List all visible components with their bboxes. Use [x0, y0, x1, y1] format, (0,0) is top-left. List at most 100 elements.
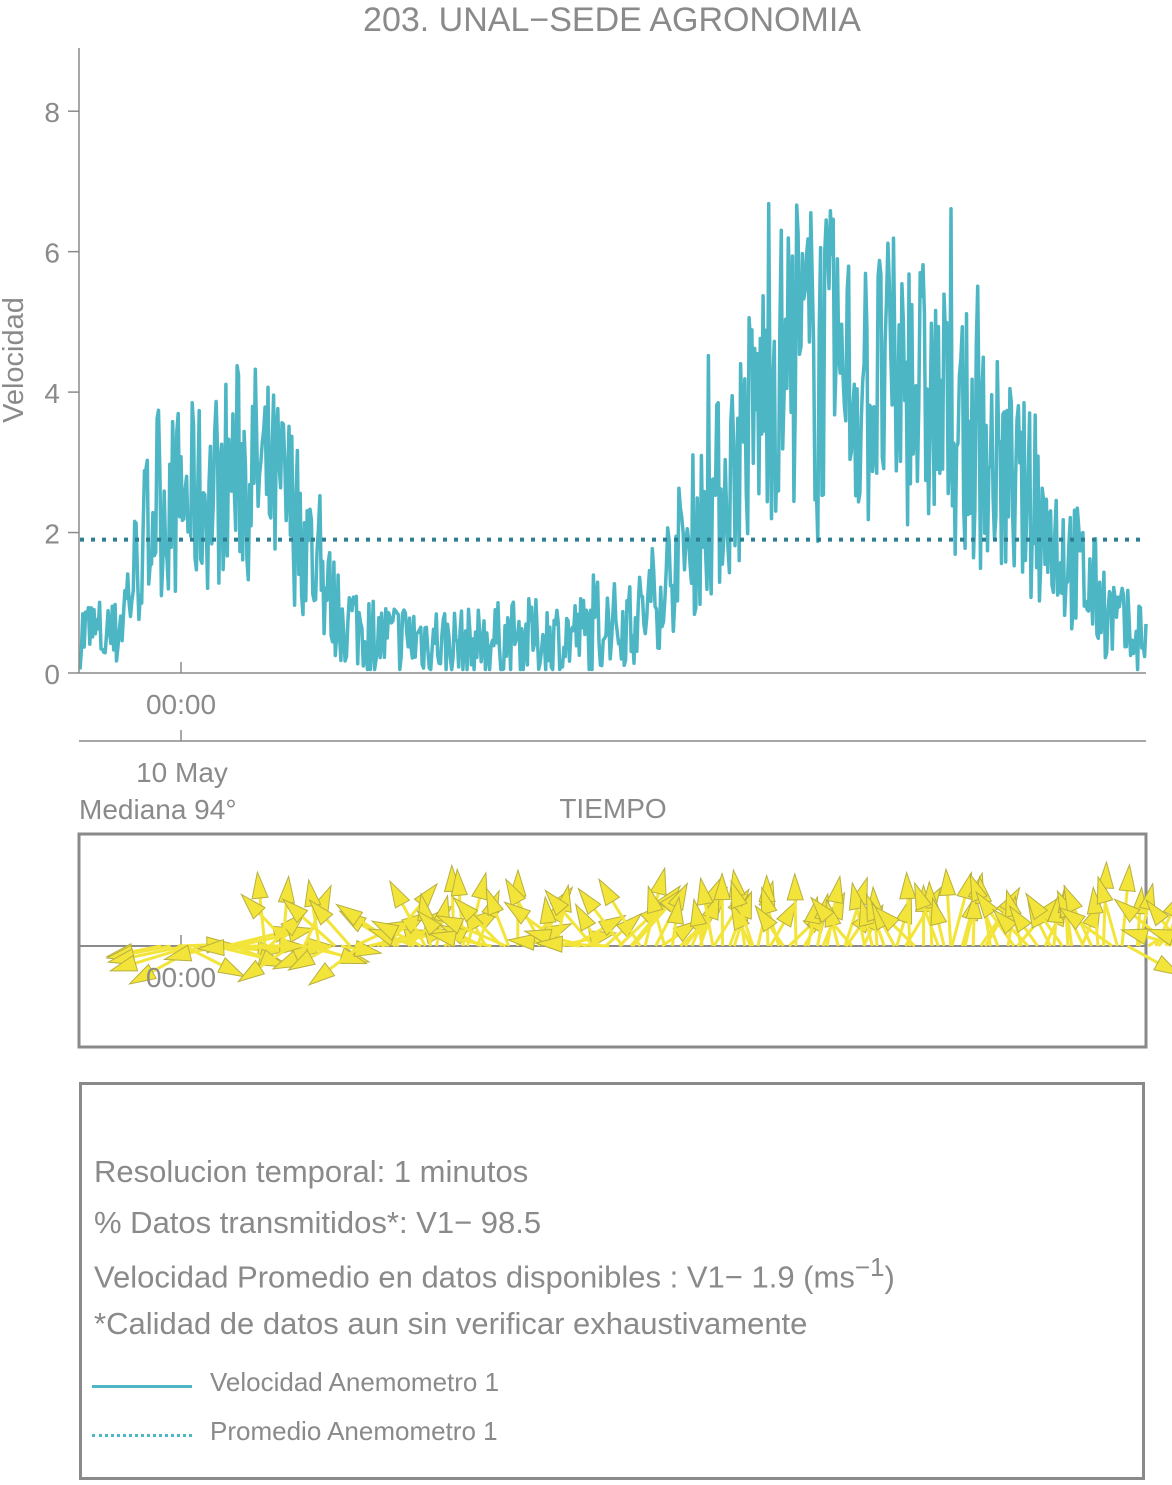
- speed-panel: 0 2 4 6 8 Velocidad 00:00: [0, 48, 1148, 720]
- direction-arrow-shaft: [892, 924, 916, 948]
- direction-tick-label: 00:00: [146, 962, 216, 993]
- direction-arrow: [183, 944, 247, 978]
- direction-arrow-shaft: [561, 909, 595, 947]
- direction-arrow: [754, 904, 785, 947]
- direction-arrow-head: [217, 957, 247, 978]
- direction-arrow-head: [938, 867, 957, 897]
- direction-arrow-head: [1153, 954, 1172, 975]
- y-axis: 0 2 4 6 8: [44, 48, 80, 690]
- direction-arrow-head: [1145, 898, 1170, 927]
- direction-arrow-shaft: [740, 926, 753, 947]
- direction-arrow-head: [503, 901, 532, 925]
- direction-arrow-shaft: [325, 918, 352, 947]
- resolution-text: Resolucion temporal: 1 minutos: [94, 1154, 529, 1189]
- direction-arrow-head: [873, 905, 900, 932]
- direction-arrow: [713, 871, 731, 947]
- median-direction-label: Mediana 94°: [79, 794, 237, 825]
- direction-arrow-shaft: [855, 908, 867, 947]
- direction-arrow-head: [335, 903, 364, 927]
- direction-arrow-shaft: [587, 926, 601, 947]
- direction-arrow-head: [646, 884, 664, 915]
- direction-arrow-head: [1096, 875, 1114, 905]
- direction-arrow-head: [307, 961, 336, 986]
- direction-arrow-shaft: [806, 922, 815, 947]
- direction-arrow: [646, 884, 667, 947]
- direction-arrow-shaft: [301, 915, 337, 948]
- direction-arrow: [930, 896, 948, 947]
- direction-arrow: [240, 893, 292, 948]
- direction-arrow: [1025, 892, 1064, 947]
- y-tick-label: 0: [44, 659, 60, 690]
- direction-arrow-shaft: [611, 900, 642, 947]
- direction-arrow-shaft: [604, 930, 624, 948]
- direction-arrow-shaft: [769, 926, 785, 947]
- chart-title: 203. UNAL−SEDE AGRONOMIA: [363, 1, 861, 39]
- direction-arrow-head: [975, 890, 999, 919]
- direction-arrow-head: [690, 897, 708, 927]
- direction-arrow-shaft: [1103, 901, 1119, 947]
- mean-speed-text: Velocidad Promedio en datos disponibles …: [94, 1252, 895, 1295]
- direction-arrow-head: [287, 949, 316, 971]
- direction-arrow-shaft: [1010, 927, 1030, 948]
- direction-arrow: [1118, 863, 1136, 947]
- direction-arrow-shaft: [183, 944, 223, 967]
- direction-arrow-shaft: [882, 925, 896, 947]
- direction-arrow-shaft: [225, 932, 275, 948]
- direction-arrow: [913, 881, 940, 947]
- direction-arrow-head: [666, 895, 685, 925]
- direction-arrow-head: [370, 920, 400, 941]
- direction-arrow-head: [1025, 892, 1049, 921]
- direction-arrow-head: [452, 896, 479, 923]
- quality-note: *Calidad de datos aun sin verificar exha…: [94, 1306, 808, 1341]
- direction-arrow: [965, 890, 983, 947]
- direction-arrow: [666, 895, 685, 947]
- direction-arrow-shaft: [132, 944, 171, 955]
- direction-arrow-head: [991, 908, 1018, 935]
- direction-arrow-head: [427, 930, 458, 948]
- direction-arrow-head: [435, 915, 465, 935]
- direction-arrow-shaft: [653, 910, 667, 947]
- y-tick-label: 4: [44, 378, 60, 409]
- direction-arrow-head: [308, 898, 334, 926]
- legend-swatch-solid: [92, 1385, 192, 1388]
- direction-arrow-head: [162, 944, 193, 962]
- direction-arrow-head: [240, 893, 266, 920]
- direction-arrow-head: [544, 889, 570, 917]
- direction-arrow-shaft: [922, 906, 940, 947]
- direction-arrow-head: [450, 867, 469, 897]
- direction-arrow-head: [786, 872, 804, 901]
- direction-arrow-shaft: [562, 942, 610, 948]
- direction-arrow: [534, 935, 610, 953]
- direction-arrow: [1126, 944, 1172, 975]
- direction-arrow-shaft: [670, 922, 677, 947]
- direction-arrow: [730, 879, 755, 947]
- direction-arrow-head: [649, 866, 667, 897]
- direction-arrow-head: [713, 871, 731, 901]
- direction-arrow: [1008, 904, 1039, 947]
- direction-arrow: [690, 897, 708, 947]
- direction-arrow-shaft: [1038, 923, 1052, 947]
- direction-arrow-head: [251, 870, 269, 900]
- direction-arrow-head: [1162, 901, 1172, 917]
- direction-arrow-head: [574, 902, 597, 932]
- direction-arrow-head: [696, 876, 714, 906]
- y-tick-label: 8: [44, 97, 60, 128]
- direction-arrow-shaft: [816, 919, 825, 947]
- direction-panel-frame: [77, 832, 1148, 1049]
- direction-arrow-head: [730, 879, 748, 910]
- direction-arrow-head: [1146, 928, 1172, 947]
- direction-arrow-shaft: [394, 931, 422, 948]
- direction-arrow: [899, 870, 917, 947]
- direction-arrow: [950, 870, 974, 947]
- direction-arrow-head: [485, 886, 504, 917]
- x-axis-label: TIEMPO: [559, 793, 666, 824]
- legend-label-speed: Velocidad Anemometro 1: [210, 1367, 500, 1397]
- direction-arrow: [435, 915, 507, 948]
- direction-arrow-shaft: [459, 924, 507, 948]
- direction-arrows: [105, 860, 1172, 986]
- direction-arrow-shaft: [494, 911, 511, 947]
- direction-arrow-shaft: [712, 910, 737, 947]
- direction-arrow: [236, 944, 293, 983]
- direction-arrow-head: [913, 881, 933, 911]
- direction-arrow-shaft: [328, 944, 362, 971]
